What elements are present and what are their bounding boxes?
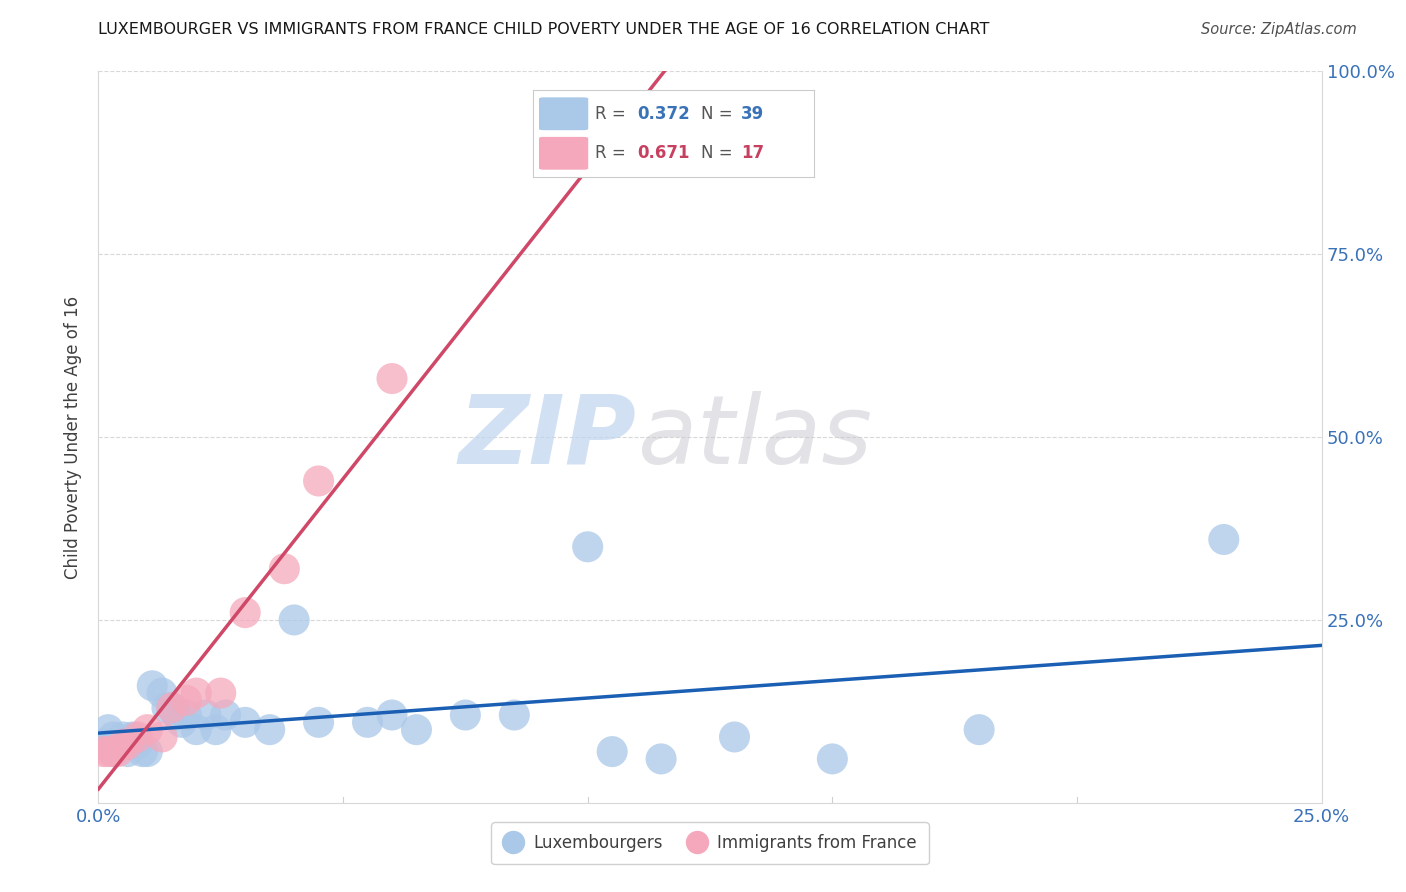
- Point: [170, 715, 193, 730]
- Point: [381, 708, 404, 723]
- Point: [111, 737, 134, 751]
- Point: [101, 745, 124, 759]
- Point: [356, 715, 378, 730]
- Point: [405, 723, 427, 737]
- Point: [107, 737, 129, 751]
- Text: Source: ZipAtlas.com: Source: ZipAtlas.com: [1201, 22, 1357, 37]
- Point: [160, 700, 183, 714]
- Point: [107, 745, 129, 759]
- Point: [160, 700, 183, 714]
- Point: [205, 723, 228, 737]
- Point: [821, 752, 844, 766]
- Point: [308, 474, 330, 488]
- Point: [650, 752, 672, 766]
- Point: [454, 708, 477, 723]
- Point: [97, 745, 120, 759]
- Point: [233, 606, 256, 620]
- Y-axis label: Child Poverty Under the Age of 16: Child Poverty Under the Age of 16: [65, 295, 83, 579]
- Point: [308, 715, 330, 730]
- Point: [259, 723, 281, 737]
- Legend: Luxembourgers, Immigrants from France: Luxembourgers, Immigrants from France: [491, 822, 929, 864]
- Point: [176, 693, 198, 707]
- Point: [97, 723, 120, 737]
- Point: [283, 613, 305, 627]
- Point: [111, 730, 134, 744]
- Point: [576, 540, 599, 554]
- Point: [195, 708, 218, 723]
- Point: [91, 745, 114, 759]
- Point: [136, 723, 159, 737]
- Point: [600, 745, 623, 759]
- Point: [273, 562, 295, 576]
- Point: [1212, 533, 1234, 547]
- Point: [131, 745, 153, 759]
- Point: [91, 737, 114, 751]
- Point: [156, 700, 179, 714]
- Text: LUXEMBOURGER VS IMMIGRANTS FROM FRANCE CHILD POVERTY UNDER THE AGE OF 16 CORRELA: LUXEMBOURGER VS IMMIGRANTS FROM FRANCE C…: [98, 22, 990, 37]
- Point: [117, 737, 139, 751]
- Point: [150, 730, 173, 744]
- Point: [121, 730, 143, 744]
- Point: [127, 730, 149, 744]
- Point: [117, 745, 139, 759]
- Point: [101, 730, 124, 744]
- Point: [166, 708, 188, 723]
- Point: [117, 737, 139, 751]
- Point: [136, 745, 159, 759]
- Point: [723, 730, 745, 744]
- Point: [209, 686, 232, 700]
- Point: [141, 679, 163, 693]
- Point: [233, 715, 256, 730]
- Point: [127, 737, 149, 751]
- Point: [101, 745, 124, 759]
- Point: [186, 723, 208, 737]
- Text: ZIP: ZIP: [458, 391, 637, 483]
- Text: atlas: atlas: [637, 391, 872, 483]
- Point: [967, 723, 990, 737]
- Point: [381, 371, 404, 385]
- Point: [503, 708, 526, 723]
- Point: [176, 708, 198, 723]
- Point: [186, 686, 208, 700]
- Point: [214, 708, 236, 723]
- Point: [150, 686, 173, 700]
